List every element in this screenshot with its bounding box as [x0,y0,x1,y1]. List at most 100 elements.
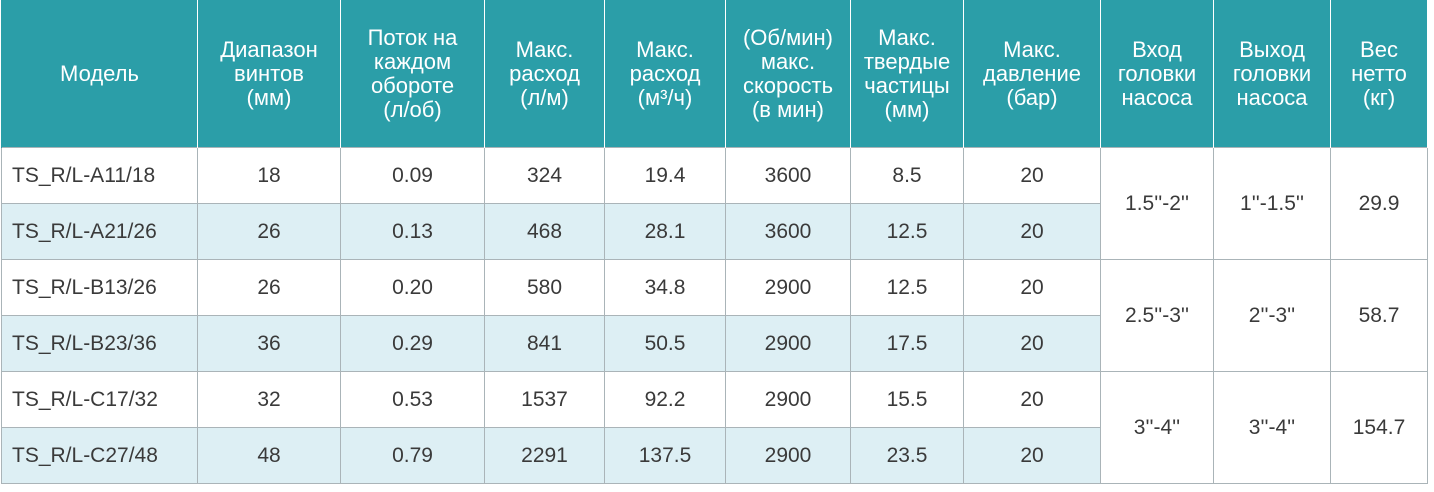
table-row: TS_R/L-C17/32 32 0.53 1537 92.2 2900 15.5 20 3''… [1,371,1428,484]
data-cell: 0.53 [340,371,485,428]
table-row: TS_R/L-B13/26 26 0.20 580 34.8 2900 12.5 20 2.5'… [1,259,1428,372]
model-cell: TS_R/L-B23/36 [1,315,198,372]
data-cell: 26 [197,259,341,316]
data-cell: 0.29 [340,315,485,372]
data-cell: 841 [484,315,605,372]
header-line: Вес [1360,36,1398,62]
header-line: головки [1117,60,1197,86]
data-cell: 36 [197,315,341,372]
model-cell: TS_R/L-B13/26 [1,259,198,316]
header-cell: Модель [1,0,198,148]
data-cell: 3600 [725,203,851,260]
data-cell: 20 [963,147,1101,204]
merged-cell: 154.7 [1330,371,1428,484]
data-cell: 28.1 [604,203,726,260]
data-cell: 2900 [725,427,851,484]
header-row: Модель Диапазон винтов (мм) Поток на каждом об… [1,0,1428,148]
header-cell: Диапазон винтов (мм) [197,0,341,148]
data-cell: 20 [963,203,1101,260]
header-cell: Выход головки насоса [1213,0,1331,148]
header-line: частицы [864,72,950,98]
header-cell: Вес нетто (кг) [1330,0,1428,148]
header-line: (м³/ч) [637,84,693,110]
data-cell: 17.5 [850,315,964,372]
table-row: TS_R/L-A21/26 26 0.13 468 28.1 3600 12.5 20 [1,203,1428,260]
data-cell: 8.5 [850,147,964,204]
data-cell: 0.09 [340,147,485,204]
data-cell: 48 [197,427,341,484]
data-cell: 20 [963,371,1101,428]
header-cell: Макс. твердые частицы (мм) [850,0,964,148]
header-line: Вход [1132,36,1182,62]
header-cell: Вход головки насоса [1100,0,1214,148]
header-line: Модель [60,60,139,86]
data-cell: 2900 [725,371,851,428]
header-line: Поток на [367,24,458,50]
header-line: головки [1232,60,1312,86]
data-cell: 2291 [484,427,605,484]
header-line: насоса [1121,84,1193,110]
header-line: (мм) [246,84,292,110]
data-cell: 32 [197,371,341,428]
header-line: нетто [1351,60,1407,86]
merged-cell: 2.5''-3'' [1100,259,1214,372]
spec-table: Модель Диапазон винтов (мм) Поток на каждом об… [1,0,1428,484]
header-line: обороте [370,72,455,98]
merged-cell: 29.9 [1330,147,1428,260]
data-cell: 18 [197,147,341,204]
model-cell: TS_R/L-A21/26 [1,203,198,260]
data-cell: 2900 [725,315,851,372]
data-cell: 19.4 [604,147,726,204]
header-line: Макс. [1003,36,1061,62]
header-line: Макс. [515,36,574,62]
data-cell: 324 [484,147,605,204]
header-line: расход [509,60,580,86]
merged-cell: 58.7 [1330,259,1428,372]
header-line: (в мин) [751,96,824,122]
header-line: (Об/мин) [742,24,834,50]
header-cell: Поток на каждом обороте (л/об) [340,0,485,148]
header-line: давление [982,60,1081,86]
header-cell: Макс. расход (м³/ч) [604,0,726,148]
model-cell: TS_R/L-C27/48 [1,427,198,484]
data-cell: 0.13 [340,203,485,260]
data-cell: 580 [484,259,605,316]
table-row: TS_R/L-A11/18 18 0.09 324 19.4 3600 8.5 20 1.5''… [1,147,1428,260]
merged-cell: 3''-4'' [1100,371,1214,484]
header-line: каждом [373,48,452,74]
data-cell: 12.5 [850,259,964,316]
merged-cell: 3''-4'' [1213,371,1331,484]
merged-cell: 1.5''-2'' [1100,147,1214,260]
header-line: скорость [742,72,834,98]
data-cell: 468 [484,203,605,260]
header-cell: Макс. расход (л/м) [484,0,605,148]
header-line: насоса [1236,84,1308,110]
model-cell: TS_R/L-A11/18 [1,147,198,204]
header-line: расход [629,60,701,86]
data-cell: 20 [963,315,1101,372]
data-cell: 50.5 [604,315,726,372]
data-cell: 0.20 [340,259,485,316]
data-cell: 23.5 [850,427,964,484]
data-cell: 1537 [484,371,605,428]
header-line: Диапазон [220,36,318,62]
data-cell: 92.2 [604,371,726,428]
header-line: Макс. [636,36,694,62]
header-line: макс. [760,48,816,74]
table-row: TS_R/L-C27/48 48 0.79 2291 137.5 2900 23.5 20 [1,427,1428,484]
header-line: Макс. [878,24,936,50]
data-cell: 26 [197,203,341,260]
header-line: Выход [1239,36,1305,62]
header-line: (кг) [1362,84,1396,110]
header-cell: Макс. давление (бар) [963,0,1101,148]
data-cell: 20 [963,427,1101,484]
header-line: винтов [234,60,304,86]
table-body: TS_R/L-A11/18 18 0.09 324 19.4 3600 8.5 20 1.5''… [1,147,1428,484]
data-cell: 34.8 [604,259,726,316]
merged-cell: 1''-1.5'' [1213,147,1331,260]
table-row: TS_R/L-B23/36 36 0.29 841 50.5 2900 17.5 20 [1,315,1428,372]
header-line: (л/м) [520,84,569,110]
header-line: (л/об) [383,96,442,122]
header-line: (мм) [884,96,930,122]
